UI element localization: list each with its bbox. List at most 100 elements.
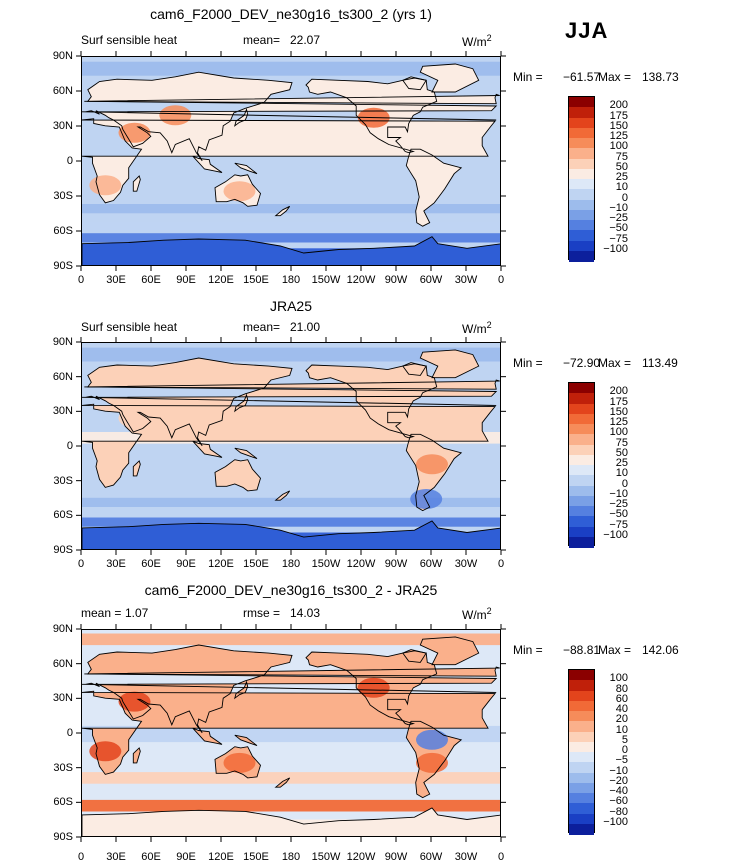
colorbar-level-label: −50 [609,222,628,235]
map-svg [82,57,500,265]
colorbar-level-label: 125 [609,130,628,142]
lon-tick-label: 150E [243,558,269,570]
coastline-newguinea [234,447,258,460]
colorbar-swatch [569,158,594,170]
colorbar [568,382,595,548]
coastline-antarctica [82,520,500,549]
coastline-indonesia [192,727,223,745]
lon-tick-label: 0 [77,851,85,863]
coastline-greenland [419,349,480,379]
colorbar-level-label: 10 [615,467,628,480]
land-baffin [402,650,427,663]
ocean-band [82,233,500,243]
lat-tick-label: 90N [52,623,73,635]
colorbar-swatch [569,148,594,159]
anomaly-region [159,105,192,126]
lon-tick-label: 30E [106,274,126,286]
max-label: Max = [598,356,632,370]
colorbar-swatch [569,741,594,753]
max-value: 138.73 [642,70,679,84]
colorbar-level-label: −50 [609,508,628,521]
lon-tick-label: 60W [419,274,443,286]
lon-tick-label: 90W [384,274,408,286]
colorbar-level-label: 0 [621,744,628,756]
colorbar-level-label: 20 [615,713,628,726]
land-baffin [402,78,427,90]
coastline-britain [84,379,500,390]
colorbar-level-label: −100 [603,242,628,255]
coastline-antarctica [82,807,500,836]
coastline-eurasia [82,357,498,447]
land-newzealand [275,206,290,216]
lon-tick-label: 90E [176,851,196,863]
colorbar-level-label: 75 [615,436,628,449]
colorbar-level-label: 175 [609,395,628,408]
coastline-namerica [305,76,438,154]
coastline-newzealand [274,490,291,501]
lon-tick-label: 30W [454,851,478,863]
colorbar-level-label: 40 [615,703,628,715]
anomaly-region [416,729,448,750]
colorbar-swatch [569,772,594,784]
anomaly-region [416,454,448,475]
coastline-namerica [305,362,438,439]
max-label: Max = [598,70,632,84]
land-indonesia [192,156,222,173]
coastline-newzealand [274,205,291,217]
colorbar-level-label: −100 [603,815,628,828]
anomaly-region [223,752,256,773]
colorbar-level-label: 10 [615,723,628,736]
coastline-britain [84,93,500,105]
contour-map [81,629,501,837]
lon-tick-label: 150W [311,274,341,286]
land-britain [84,380,500,390]
lon-tick-label: 120W [346,558,376,570]
lat-tick-label: 90N [52,336,73,348]
colorbar-swatch [569,189,594,200]
left-label: Surf sensible heat [81,320,178,334]
ocean-band [82,633,500,646]
land-indonesia [192,441,222,458]
lat-tick-label: 30N [52,692,73,705]
lon-tick-label: 150E [243,851,269,863]
units-label: W/m2 [462,320,492,336]
lon-tick-label: 120E [208,558,234,570]
land-britain [84,667,500,677]
colorbar-swatch [569,220,594,231]
colorbar-level-label: 100 [609,140,628,153]
colorbar-level-label: −75 [609,232,628,245]
units-superscript: 2 [486,33,492,43]
lat-tick-label: 60N [52,657,73,670]
colorbar-level-label: −100 [603,528,628,541]
coastline-greenland [419,636,480,666]
colorbar-swatch [569,782,594,794]
colorbar-level-label: −10 [609,764,628,777]
lon-tick-label: 90W [384,851,408,863]
land-madagascar [133,176,141,192]
min-label: Min = [513,643,543,657]
land-baffin [402,363,427,376]
colorbar-level-label: 100 [609,426,628,439]
lon-tick-label: 180 [281,558,301,570]
max-value: 142.06 [642,643,679,657]
colorbar-swatch [569,199,594,211]
coastline-eurasia [82,644,498,734]
colorbar-swatch [569,413,594,425]
anomaly-region [89,175,122,196]
anomaly-region [118,691,151,712]
colorbar-swatch [569,823,594,835]
colorbar-swatch [569,209,594,221]
stat-label: rmse = [243,606,281,620]
colorbar-level-label: 25 [615,171,628,183]
colorbar-level-label: 0 [621,191,628,204]
lon-tick-label: 30W [454,558,478,570]
colorbar-swatch [569,793,594,804]
colorbar-swatch [569,731,594,743]
lon-tick-label: 60E [141,851,161,863]
contour-map [81,56,501,266]
lon-tick-label: 180 [281,851,301,863]
left-value: 1.07 [125,606,149,620]
land-britain [84,94,500,104]
min-value: −72.90 [563,356,601,370]
